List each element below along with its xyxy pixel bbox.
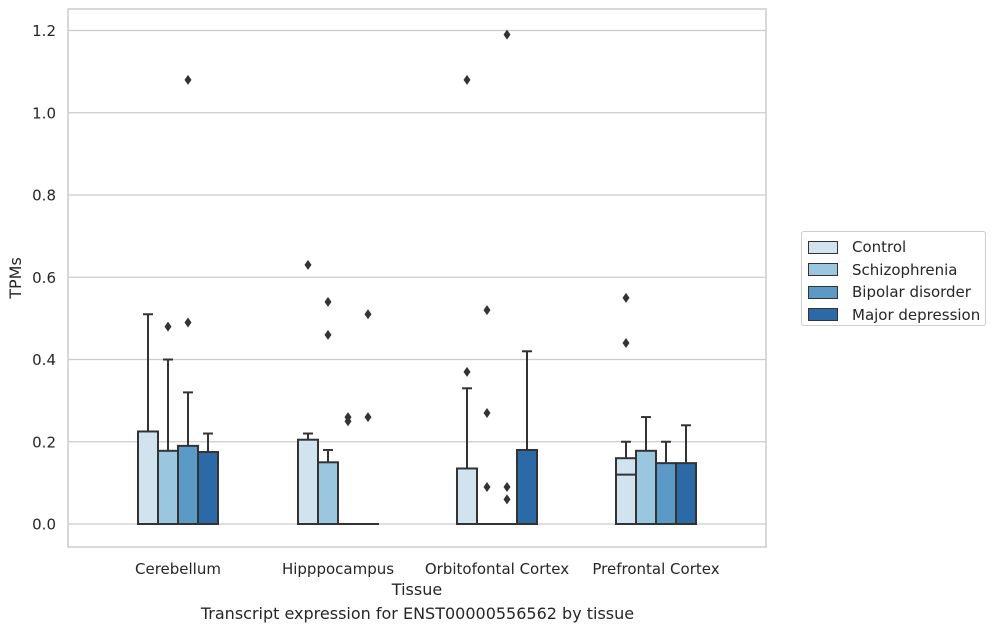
- y-tick-label: 0.2: [32, 433, 56, 451]
- legend-item-bipolar: Bipolar disorder: [808, 281, 985, 304]
- legend-label-schizophrenia: Schizophrenia: [852, 260, 958, 279]
- box-2-1: [476, 305, 498, 526]
- legend-swatch-major-depression: [808, 308, 838, 322]
- plot-frame: [67, 8, 767, 548]
- legend-label-major-depression: Major depression: [852, 305, 981, 324]
- outlier-point: [622, 338, 630, 349]
- box-3-2: [655, 440, 677, 526]
- outlier-point: [622, 292, 630, 303]
- legend-swatch-bipolar: [808, 285, 838, 299]
- outlier-point: [184, 74, 192, 85]
- box-1-3: [357, 309, 379, 526]
- box-0-2: [177, 74, 199, 525]
- box-rect: [655, 462, 677, 526]
- outlier-point: [184, 317, 192, 328]
- x-tick-labels: Cerebellum Hipppocampus Orbitofontal Corte…: [135, 560, 720, 578]
- box-1-2: [337, 412, 359, 526]
- outlier-point: [324, 329, 332, 340]
- box-2-2: [496, 29, 518, 526]
- x-axis-label: Tissue: [391, 580, 442, 599]
- box-rect: [516, 448, 538, 526]
- legend-swatch-control: [808, 240, 838, 254]
- y-tick-label: 1.0: [32, 104, 56, 122]
- y-tick-label: 0.4: [32, 351, 56, 369]
- y-tick-labels: 0.0 0.2 0.4 0.6 0.8 1.0 1.2: [32, 22, 56, 534]
- box-rect: [456, 467, 478, 526]
- legend: Control Schizophrenia Bipolar disorder M…: [801, 231, 986, 326]
- box-0-0: [137, 313, 159, 525]
- box-rect: [317, 461, 339, 525]
- box-1-1: [317, 296, 339, 525]
- outlier-point: [483, 407, 491, 418]
- box-rect: [137, 430, 159, 525]
- outlier-point: [483, 305, 491, 316]
- box-series: [137, 29, 697, 526]
- y-tick-label: 0.6: [32, 269, 56, 287]
- y-tick-label: 1.2: [32, 22, 56, 40]
- box-3-3: [675, 424, 697, 526]
- outlier-point: [324, 296, 332, 307]
- y-axis-label: TPMs: [6, 257, 25, 300]
- outlier-point: [483, 481, 491, 492]
- chart-caption: Transcript expression for ENST0000055656…: [200, 604, 635, 623]
- outlier-point: [463, 74, 471, 85]
- legend-item-major-depression: Major depression: [808, 304, 985, 327]
- box-rect: [615, 457, 637, 526]
- box-2-0: [456, 74, 478, 526]
- box-rect: [675, 462, 697, 526]
- outlier-point: [344, 412, 352, 423]
- box-3-1: [635, 416, 657, 525]
- outlier-point: [463, 366, 471, 377]
- legend-label-bipolar: Bipolar disorder: [852, 283, 971, 302]
- box-2-3: [516, 350, 538, 526]
- grid-lines: [68, 29, 766, 525]
- y-tick-label: 0.8: [32, 187, 56, 205]
- box-rect: [197, 451, 219, 525]
- outlier-point: [503, 29, 511, 40]
- box-rect: [297, 438, 319, 526]
- legend-swatch-schizophrenia: [808, 263, 838, 277]
- x-tick-label: Orbitofontal Cortex: [425, 560, 569, 578]
- y-tick-label: 0.0: [32, 516, 56, 534]
- box-0-3: [197, 432, 219, 525]
- legend-item-schizophrenia: Schizophrenia: [808, 259, 985, 282]
- outlier-point: [503, 481, 511, 492]
- outlier-point: [364, 412, 372, 423]
- box-0-1: [157, 321, 179, 525]
- box-rect: [177, 444, 199, 525]
- box-rect: [635, 449, 657, 525]
- legend-label-control: Control: [852, 238, 907, 257]
- outlier-point: [164, 321, 172, 332]
- x-tick-label: Prefrontal Cortex: [592, 560, 719, 578]
- box-3-0: [615, 292, 637, 526]
- legend-item-control: Control: [808, 236, 985, 259]
- x-tick-label: Cerebellum: [135, 560, 221, 578]
- outlier-point: [364, 309, 372, 320]
- box-1-0: [297, 259, 319, 526]
- box-rect: [157, 449, 179, 525]
- outlier-point: [304, 259, 312, 270]
- x-tick-label: Hipppocampus: [282, 560, 394, 578]
- outlier-point: [503, 494, 511, 505]
